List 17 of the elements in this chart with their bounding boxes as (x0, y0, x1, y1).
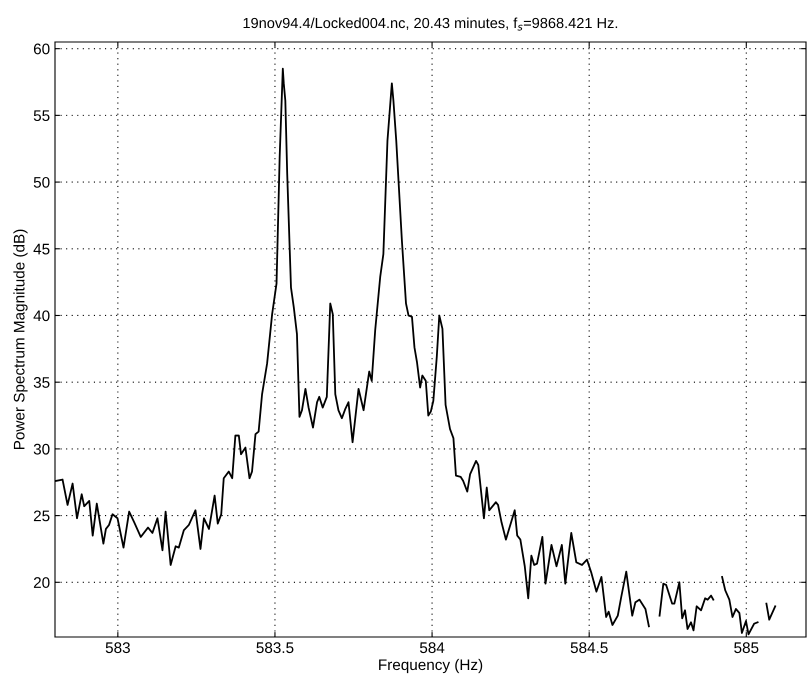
x-tick-label: 585 (734, 642, 758, 654)
y-tick-label: 40 (34, 310, 50, 322)
x-tick-label: 584.5 (570, 642, 608, 654)
y-tick-label: 55 (34, 110, 50, 122)
y-tick-label: 30 (34, 444, 50, 455)
y-tick-label: 20 (34, 577, 50, 588)
y-tick-label: 35 (34, 377, 50, 388)
x-axis-title: Frequency (Hz) (379, 658, 482, 674)
chart-title: 19nov94.4/Locked004.nc, 20.43 minutes, f$_{s}$=9868.421 Hz. (244, 17, 618, 31)
y-axis-title: Power Spectrum Magnitude (dB) (13, 230, 28, 450)
x-tick-label: 584 (420, 642, 444, 654)
y-tick-label: 60 (34, 44, 50, 54)
y-tick-label: 25 (34, 510, 50, 522)
y-tick-label: 50 (34, 176, 50, 188)
y-tick-label: 45 (34, 244, 50, 254)
x-tick-label: 583.5 (256, 642, 294, 654)
x-tick-label: 583 (106, 642, 130, 654)
